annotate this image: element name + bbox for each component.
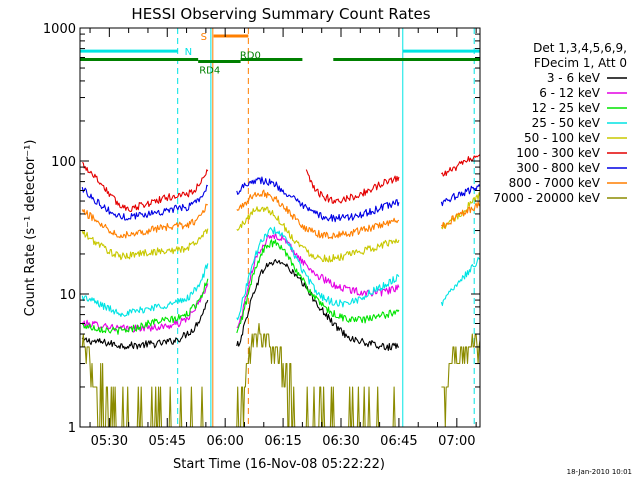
x-tick-label-1: 05:45 <box>149 434 186 449</box>
series-line-5-0 <box>82 162 209 213</box>
y-tick-label-3: 1000 <box>43 22 76 37</box>
series-3-6-kev <box>81 259 400 351</box>
legend-label-0: 3 - 6 keV <box>547 71 601 85</box>
series-line-8-3 <box>441 333 481 428</box>
series-line-5-1 <box>305 169 400 204</box>
legend-header-1: FDecim 1, Att 0 <box>534 56 627 70</box>
series-100-300-kev <box>82 154 481 213</box>
legend-label-7: 800 - 7000 keV <box>509 176 601 190</box>
series-line-4-1 <box>236 206 400 263</box>
series-line-1-1 <box>236 232 400 329</box>
series-line-7-2 <box>440 201 481 229</box>
series-line-2-0 <box>82 278 209 335</box>
x-tick-label-5: 06:45 <box>380 434 417 449</box>
x-tick-label-2: 06:00 <box>206 434 243 449</box>
series-line-4-0 <box>81 228 209 261</box>
legend: Det 1,3,4,5,6,9,FDecim 1, Att 03 - 6 keV… <box>493 41 627 205</box>
y-axis-label: Count Rate (s⁻¹ detector⁻¹) <box>23 140 38 317</box>
plot-frame <box>79 27 481 428</box>
y-tick-label-2: 100 <box>51 155 76 170</box>
legend-label-2: 12 - 25 keV <box>532 101 601 115</box>
state-label-rd4: RD4 <box>199 65 220 76</box>
x-tick-label-0: 05:30 <box>91 434 128 449</box>
legend-label-8: 7000 - 20000 keV <box>493 191 600 205</box>
series-line-0-0 <box>81 299 209 350</box>
y-tick-label-0: 1 <box>68 421 76 436</box>
legend-label-6: 300 - 800 keV <box>516 161 600 175</box>
series-line-3-1 <box>236 226 400 321</box>
x-tick-label-3: 06:15 <box>264 434 301 449</box>
x-tick-label-6: 07:00 <box>438 434 475 449</box>
series-300-800-kev <box>81 176 481 223</box>
x-tick-label-4: 06:30 <box>322 434 359 449</box>
series-25-50-kev <box>81 226 481 321</box>
series-line-6-0 <box>81 184 209 221</box>
series-line-7-0 <box>81 203 208 239</box>
legend-label-3: 25 - 50 keV <box>532 116 601 130</box>
y-tick-label-1: 10 <box>59 288 76 303</box>
series-line-6-1 <box>236 176 400 223</box>
series-line-5-2 <box>441 154 481 177</box>
series-line-7-1 <box>236 189 400 240</box>
state-label-n: N <box>185 47 192 58</box>
legend-label-1: 6 - 12 keV <box>539 86 601 100</box>
series-line-3-0 <box>81 263 209 317</box>
series-line-6-2 <box>440 184 481 207</box>
legend-label-4: 50 - 100 keV <box>524 131 601 145</box>
legend-header-0: Det 1,3,4,5,6,9, <box>533 41 627 55</box>
series-line-2-1 <box>236 239 400 334</box>
series-line-8-1 <box>236 322 303 428</box>
series-800-7000-kev <box>81 189 481 240</box>
series-line-0-1 <box>236 259 400 351</box>
chart-title: HESSI Observing Summary Count Rates <box>131 5 430 23</box>
x-axis-label: Start Time (16-Nov-08 05:22:22) <box>173 457 385 472</box>
state-label-rd0: RD0 <box>240 50 261 61</box>
legend-label-5: 100 - 300 keV <box>516 146 600 160</box>
series-line-3-2 <box>440 256 481 307</box>
timestamp: 18-Jan-2010 10:01 <box>567 468 632 476</box>
state-label-s: S <box>201 32 207 43</box>
series-12-25-kev <box>82 239 400 335</box>
